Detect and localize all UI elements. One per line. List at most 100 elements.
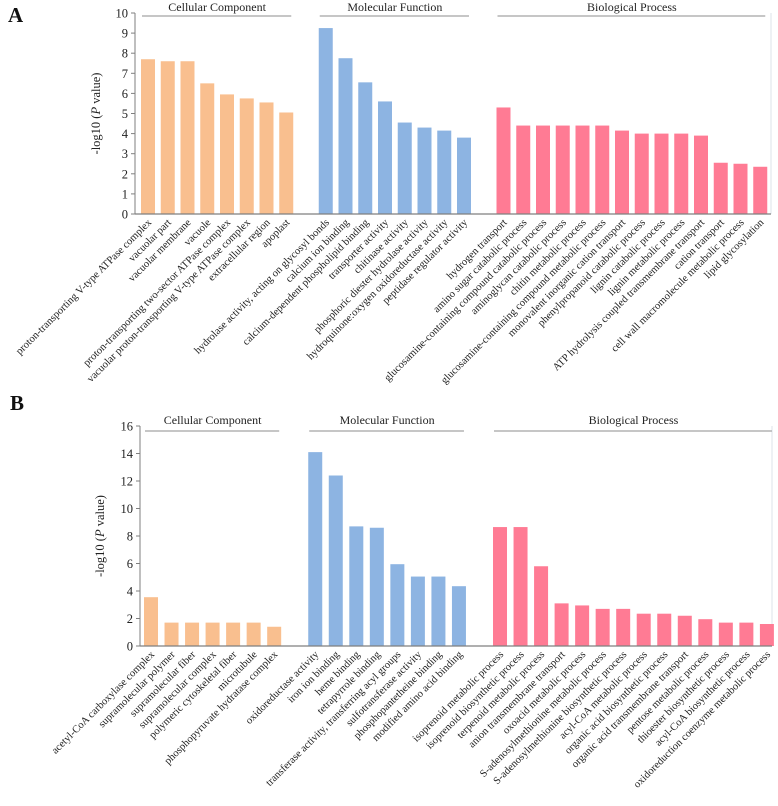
group-title: Cellular Component	[168, 0, 266, 14]
y-tick-label: 3	[122, 147, 128, 161]
bar	[318, 28, 333, 215]
bar	[759, 624, 774, 646]
bar	[417, 127, 432, 214]
bar	[431, 576, 446, 646]
bar	[349, 526, 364, 646]
y-axis-title: -log10 (P value)	[89, 73, 103, 155]
bar	[397, 122, 412, 214]
y-axis-title-italic: P	[93, 529, 107, 538]
bar	[555, 125, 570, 214]
bar	[654, 133, 669, 214]
y-tick-label: 0	[127, 640, 133, 654]
bar	[753, 166, 768, 214]
bar	[616, 608, 631, 646]
bar	[451, 586, 466, 646]
bar	[698, 619, 713, 646]
bar	[267, 626, 282, 646]
bar	[144, 597, 158, 646]
y-tick-label: 2	[122, 167, 128, 181]
bar	[160, 61, 175, 214]
bar	[595, 125, 610, 214]
bar	[575, 605, 590, 646]
bar	[674, 133, 689, 214]
bar	[259, 102, 274, 214]
y-tick-label: 12	[121, 475, 134, 489]
bar	[713, 162, 728, 214]
y-axis-title-part: value)	[89, 73, 103, 107]
group-title: Biological Process	[589, 413, 679, 427]
y-tick-label: 4	[122, 127, 129, 141]
bar	[410, 576, 425, 646]
bar	[369, 527, 384, 646]
y-tick-label: 16	[121, 420, 134, 434]
group-title: Molecular Function	[347, 0, 442, 14]
y-tick-label: 10	[116, 7, 129, 21]
bar	[493, 527, 508, 646]
group-title: Molecular Function	[340, 413, 435, 427]
bar	[595, 608, 610, 646]
bar	[636, 613, 651, 646]
bar	[338, 58, 353, 214]
y-axis-title: -log10 (P value)	[93, 495, 107, 577]
bar	[536, 125, 550, 214]
group-title: Biological Process	[587, 0, 677, 14]
bar	[615, 130, 629, 214]
bar	[390, 564, 405, 646]
bar	[677, 615, 692, 646]
bar	[328, 475, 343, 646]
bar	[718, 622, 733, 646]
y-axis-title-part: value)	[93, 495, 107, 529]
bar	[694, 135, 708, 214]
bar	[378, 101, 392, 214]
bar	[279, 112, 294, 214]
bar	[437, 130, 452, 214]
bar	[180, 61, 195, 214]
y-tick-label: 6	[127, 557, 133, 571]
y-tick-label: 14	[121, 447, 134, 461]
bar	[205, 622, 220, 646]
y-tick-label: 6	[122, 87, 128, 101]
y-tick-label: 9	[122, 27, 128, 41]
bar	[516, 125, 531, 214]
bar	[308, 452, 323, 646]
bar	[575, 125, 590, 214]
bar	[200, 83, 215, 214]
bar	[496, 107, 511, 214]
y-tick-label: 10	[121, 502, 134, 516]
y-tick-label: 1	[122, 187, 128, 201]
bar	[185, 622, 200, 646]
y-tick-label: 0	[122, 208, 128, 222]
panel-label: A	[8, 3, 24, 27]
y-tick-label: 7	[122, 67, 128, 81]
bar	[739, 622, 754, 646]
y-axis-title-part: -log10 (	[89, 115, 103, 155]
bar	[513, 527, 528, 646]
panel-label: B	[10, 391, 24, 415]
bar	[239, 98, 254, 214]
bar	[534, 566, 549, 646]
y-tick-label: 5	[122, 107, 128, 121]
group-title: Cellular Component	[164, 413, 262, 427]
bar	[634, 133, 649, 214]
bar	[733, 163, 748, 214]
bar	[457, 137, 471, 214]
y-tick-label: 2	[127, 612, 133, 626]
y-axis-title-part: -log10 (	[93, 537, 107, 577]
y-tick-label: 4	[127, 585, 134, 599]
bar	[358, 82, 373, 214]
bar	[226, 622, 241, 646]
bar	[164, 622, 179, 646]
bar	[141, 59, 155, 215]
y-axis-title-italic: P	[89, 107, 103, 116]
bar	[657, 613, 672, 646]
bar	[246, 622, 261, 646]
y-tick-label: 8	[127, 530, 133, 544]
bar	[554, 603, 569, 646]
